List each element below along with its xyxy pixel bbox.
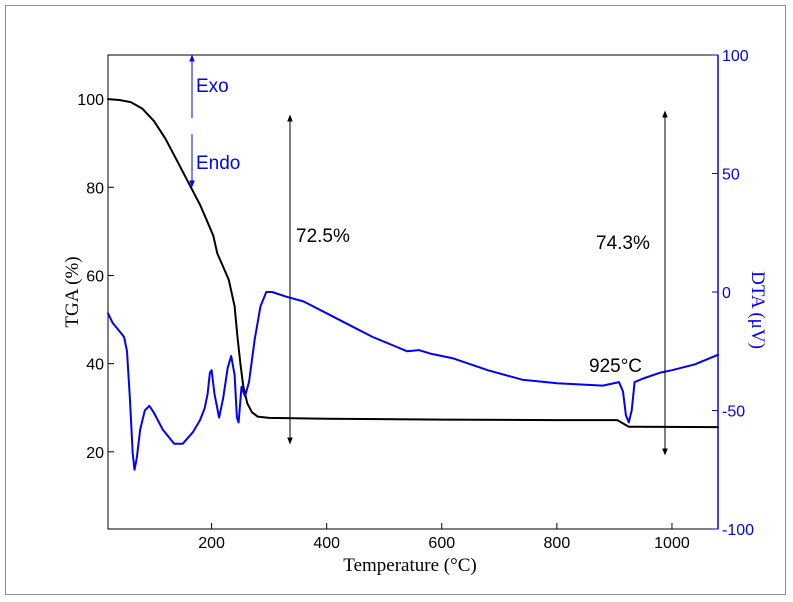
x-tick-label-1000: 1000 — [654, 535, 690, 552]
y-left-tick-label-20: 20 — [86, 445, 104, 462]
y-left-tick-label-80: 80 — [86, 180, 104, 197]
dta-curve — [107, 291, 719, 471]
y-left-tick-label-40: 40 — [86, 357, 104, 374]
x-tick-label-600: 600 — [428, 535, 455, 552]
tga-curve — [107, 98, 719, 429]
x-tick-label-800: 800 — [544, 535, 571, 552]
y-left-tick-label-60: 60 — [86, 268, 104, 285]
exo-label: Exo — [196, 76, 229, 97]
y-right-axis-title: DTA (μV) — [747, 271, 768, 349]
x-tick-label-400: 400 — [313, 535, 340, 552]
y-right-tick-label-50: 50 — [722, 167, 740, 184]
ticks-layer: 200 400 600 800 1000 20 40 60 80 100 100 50 0 -50 -100 — [77, 48, 754, 552]
mass-loss-label-1: 72.5% — [296, 226, 350, 247]
peak-temperature-label: 925°C — [589, 356, 642, 377]
y-right-tick-label--50: -50 — [722, 404, 745, 421]
x-axis-title: Temperature (°C) — [343, 555, 476, 576]
x-tick-label-200: 200 — [198, 535, 225, 552]
mass-loss-label-2: 74.3% — [596, 233, 650, 254]
y-left-tick-label-100: 100 — [77, 92, 104, 109]
chart-frame — [5, 5, 786, 595]
y-right-tick-label--100: -100 — [722, 522, 754, 539]
y-right-tick-label-0: 0 — [722, 285, 731, 302]
plot-area — [107, 54, 719, 530]
series-layer — [107, 98, 719, 471]
y-left-axis-title: TGA (%) — [62, 256, 83, 327]
y-right-tick-label-100: 100 — [722, 48, 749, 65]
endo-label: Endo — [196, 153, 240, 174]
